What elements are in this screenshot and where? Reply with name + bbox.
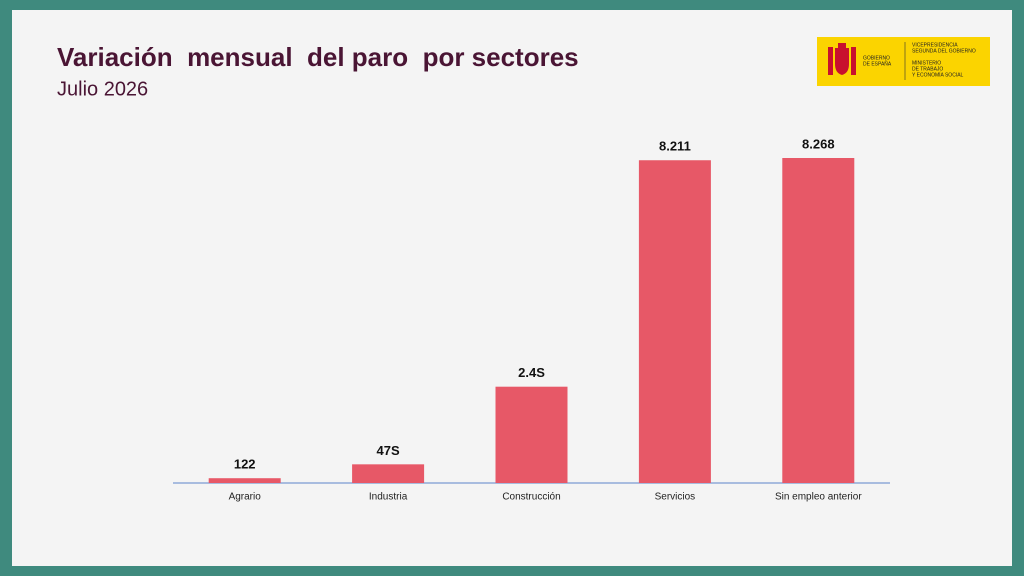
logo-crown — [838, 43, 846, 48]
data-label: 2.4S — [518, 365, 545, 380]
bar — [495, 386, 568, 483]
logo-text: Y ECONOMÍA SOCIAL — [912, 71, 964, 78]
logo-pillar — [851, 47, 856, 75]
logo-text: DE TRABAJO — [912, 66, 943, 72]
data-label: 8.211 — [659, 139, 691, 154]
x-tick-label: Servicios — [655, 492, 696, 503]
logo-text: MINISTERIO — [912, 60, 941, 66]
bar — [782, 158, 855, 483]
x-tick-label: Sin empleo anterior — [775, 492, 862, 503]
logo-text: VICEPRESIDENCIA — [912, 42, 958, 48]
logo-text: SEGUNDA DEL GOBIERNO — [912, 48, 976, 54]
chart-title: Variación mensual del paro por sectores — [57, 42, 579, 72]
logo-shield — [835, 48, 849, 75]
bar — [352, 464, 425, 483]
x-tick-label: Agrario — [229, 492, 262, 503]
bar — [638, 160, 711, 483]
logo-pillar — [828, 47, 833, 75]
x-tick-label: Construcción — [502, 492, 560, 503]
logo-text: DE ESPAÑA — [863, 60, 892, 67]
x-tick-label: Industria — [369, 492, 408, 503]
logo-text: GOBIERNO — [863, 55, 890, 61]
data-label: 122 — [234, 457, 256, 472]
bar — [208, 478, 281, 483]
data-label: 8.268 — [802, 136, 835, 151]
data-label: 47S — [377, 443, 400, 458]
logo — [817, 37, 990, 86]
chart-subtitle: Julio 2026 — [57, 78, 148, 100]
